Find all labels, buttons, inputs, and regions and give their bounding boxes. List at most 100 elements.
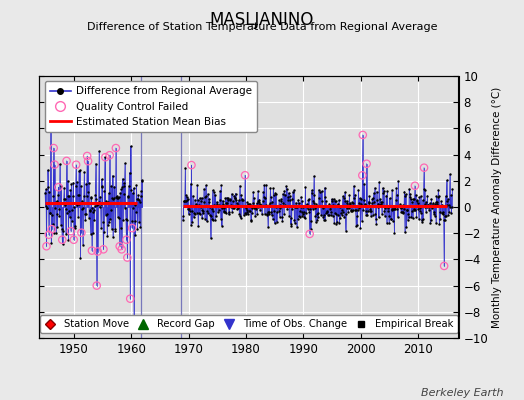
Point	[102, 198, 111, 204]
Point	[61, 202, 69, 209]
Point	[414, 216, 423, 222]
Point	[338, 207, 346, 213]
Point	[197, 198, 205, 204]
Point	[274, 203, 282, 210]
Point	[388, 187, 396, 193]
Point	[244, 201, 253, 207]
Point	[232, 196, 241, 203]
Point	[128, 190, 137, 196]
Point	[297, 194, 305, 200]
Point	[356, 195, 364, 201]
Point	[206, 235, 215, 241]
Point	[315, 194, 323, 201]
Point	[102, 212, 110, 218]
Point	[415, 194, 423, 200]
Point	[203, 191, 212, 197]
Point	[282, 183, 290, 189]
Point	[379, 190, 388, 196]
Point	[438, 210, 446, 217]
Point	[126, 296, 135, 302]
Point	[430, 208, 438, 215]
Point	[319, 212, 328, 218]
Point	[358, 218, 366, 224]
Point	[375, 179, 383, 186]
Point	[50, 230, 58, 236]
Point	[88, 248, 96, 254]
Point	[307, 218, 315, 224]
Point	[336, 210, 345, 216]
Point	[316, 189, 324, 195]
Point	[77, 183, 85, 189]
Point	[431, 213, 439, 219]
Point	[381, 202, 390, 209]
Point	[401, 192, 410, 199]
Point	[247, 217, 256, 223]
Point	[81, 217, 90, 223]
Point	[345, 205, 353, 211]
Point	[287, 215, 295, 221]
Point	[108, 172, 117, 179]
Point	[312, 219, 320, 225]
Point	[420, 186, 429, 193]
Point	[122, 236, 130, 243]
Point	[401, 229, 409, 236]
Point	[304, 197, 312, 204]
Point	[64, 193, 72, 199]
Point	[133, 226, 141, 232]
Point	[204, 210, 212, 216]
Point	[367, 208, 376, 214]
Point	[364, 198, 373, 205]
Point	[110, 194, 118, 201]
Point	[253, 200, 261, 206]
Point	[271, 190, 279, 196]
Point	[289, 202, 298, 209]
Point	[199, 208, 207, 214]
Point	[49, 193, 57, 200]
Text: Berkeley Earth: Berkeley Earth	[421, 388, 503, 398]
Point	[358, 132, 367, 138]
Point	[312, 201, 321, 208]
Point	[374, 200, 383, 207]
Point	[195, 210, 203, 216]
Point	[211, 192, 220, 198]
Point	[79, 204, 88, 211]
Point	[393, 206, 401, 212]
Point	[334, 200, 342, 207]
Point	[214, 207, 223, 213]
Point	[392, 185, 400, 191]
Point	[279, 190, 287, 197]
Point	[341, 189, 350, 195]
Point	[188, 208, 196, 214]
Point	[407, 214, 416, 221]
Point	[389, 206, 398, 212]
Point	[74, 192, 83, 199]
Point	[447, 204, 456, 210]
Point	[427, 216, 435, 223]
Point	[328, 196, 336, 202]
Point	[132, 182, 140, 188]
Point	[71, 225, 79, 231]
Point	[56, 200, 64, 206]
Point	[351, 206, 359, 213]
Point	[398, 204, 406, 210]
Point	[362, 208, 370, 214]
Point	[247, 210, 256, 217]
Point	[68, 206, 77, 213]
Point	[67, 180, 75, 187]
Point	[105, 152, 114, 158]
Point	[291, 204, 300, 210]
Point	[66, 214, 74, 220]
Point	[354, 187, 363, 193]
Point	[182, 192, 190, 198]
Point	[135, 197, 144, 203]
Point	[43, 205, 51, 211]
Point	[212, 213, 221, 219]
Point	[233, 206, 241, 212]
Point	[417, 193, 425, 199]
Point	[429, 200, 438, 206]
Point	[355, 200, 363, 206]
Point	[207, 213, 215, 220]
Point	[396, 201, 405, 208]
Point	[320, 194, 329, 200]
Point	[298, 198, 306, 204]
